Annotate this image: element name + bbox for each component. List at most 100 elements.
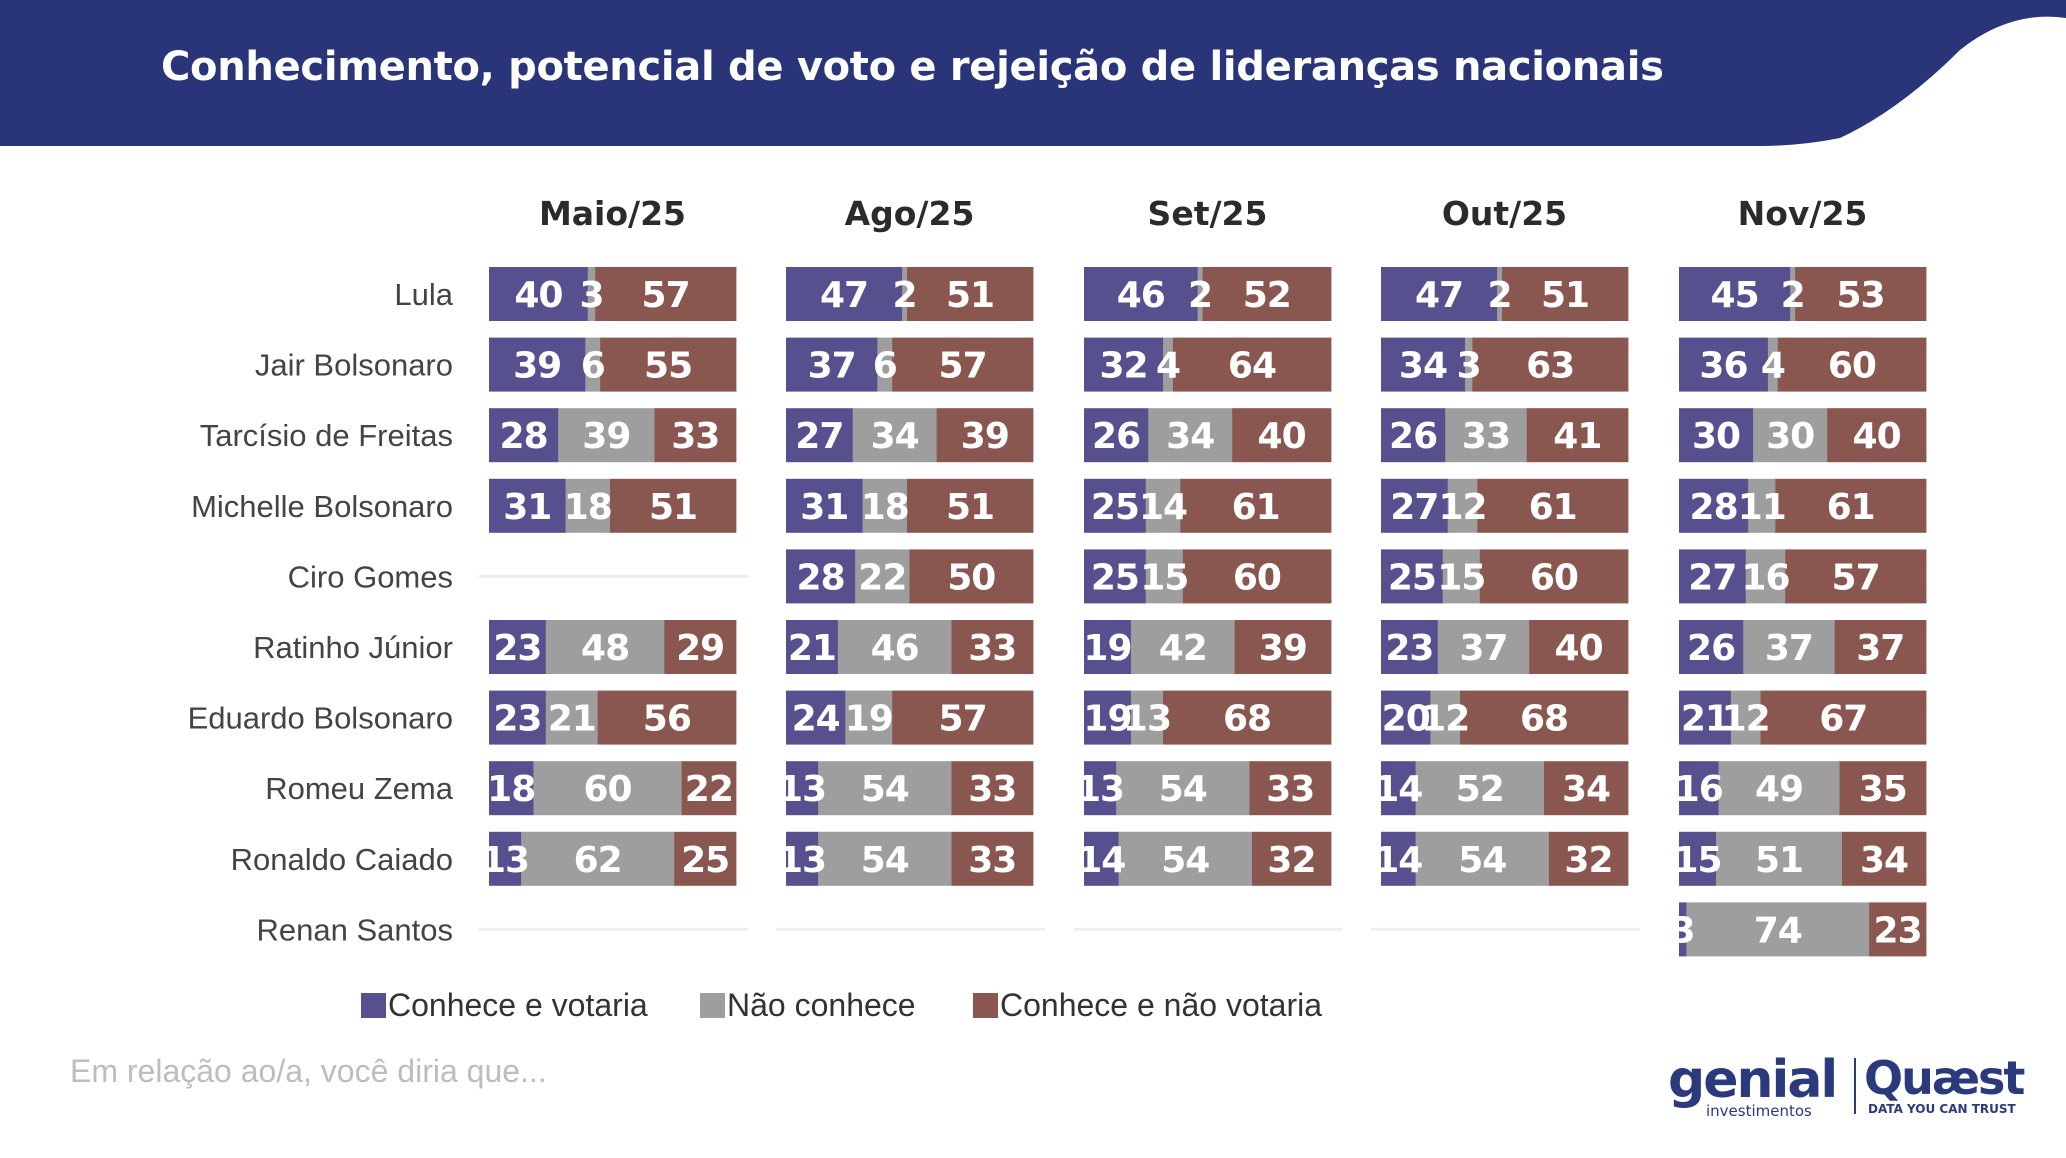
data-label-reject: 32 xyxy=(1267,840,1315,881)
legend-swatch-unknown xyxy=(700,992,725,1018)
bar-segment-vote xyxy=(1381,690,1431,745)
candidate-label: Ratinho Júnior xyxy=(253,630,453,665)
data-label-unknown: 2 xyxy=(1188,275,1212,316)
bar-segment-unknown xyxy=(902,267,908,321)
bar-segment-unknown xyxy=(837,620,952,674)
data-label-vote: 28 xyxy=(797,557,845,598)
bar-segment-unknown xyxy=(1116,761,1250,816)
candidate-label: Eduardo Bolsonaro xyxy=(188,701,453,736)
data-label-unknown: 14 xyxy=(1139,487,1187,528)
data-label-unknown: 6 xyxy=(873,346,897,387)
data-label-reject: 35 xyxy=(1859,769,1907,810)
data-label-unknown: 37 xyxy=(1765,628,1813,669)
bar-segment-reject xyxy=(1479,549,1629,604)
bar-segment-vote xyxy=(1381,620,1439,674)
bar-segment-vote xyxy=(1679,620,1744,674)
data-label-vote: 27 xyxy=(795,416,843,457)
bar-segment-vote xyxy=(1084,690,1132,745)
data-label-vote: 21 xyxy=(788,628,836,669)
data-label-reject: 39 xyxy=(961,416,1009,457)
bar-segment-vote xyxy=(489,337,586,392)
bar-segment-unknown xyxy=(1197,267,1203,321)
data-label-vote: 31 xyxy=(503,487,551,528)
data-label-unknown: 62 xyxy=(574,840,622,881)
data-label-reject: 60 xyxy=(1530,557,1578,598)
bar-segment-unknown xyxy=(585,337,601,392)
bar-segment-unknown xyxy=(855,549,910,604)
data-label-vote: 21 xyxy=(1681,699,1729,740)
bar-segment-unknown xyxy=(1790,267,1796,321)
data-label-reject: 53 xyxy=(1836,275,1884,316)
bar-segment-reject xyxy=(1544,761,1629,816)
data-label-reject: 32 xyxy=(1564,840,1612,881)
period-header: Ago/25 xyxy=(845,194,975,233)
data-label-vote: 25 xyxy=(1091,557,1139,598)
bar-segment-reject xyxy=(681,761,737,816)
bar-segment-vote xyxy=(1381,408,1446,463)
legend-item-vote: Conhece e votaria xyxy=(361,985,648,1025)
data-label-unknown: 54 xyxy=(1159,769,1207,810)
bar-segment-unknown xyxy=(1145,549,1184,604)
data-label-unknown: 4 xyxy=(1761,346,1785,387)
genial-logo-subtitle: investimentos xyxy=(1706,1102,1812,1120)
data-label-reject: 60 xyxy=(1828,346,1876,387)
bar-segment-unknown xyxy=(1442,549,1481,604)
data-label-reject: 39 xyxy=(1259,628,1307,669)
data-label-unknown: 34 xyxy=(1166,416,1214,457)
data-label-unknown: 37 xyxy=(1459,628,1507,669)
data-label-vote: 14 xyxy=(1374,769,1422,810)
data-label-vote: 31 xyxy=(800,487,848,528)
data-label-reject: 57 xyxy=(939,699,987,740)
bar-segment-vote xyxy=(489,761,534,816)
data-label-vote: 26 xyxy=(1389,416,1437,457)
data-label-vote: 13 xyxy=(778,840,826,881)
data-label-unknown: 15 xyxy=(1140,557,1188,598)
bar-segment-reject xyxy=(1180,478,1332,533)
data-label-vote: 3 xyxy=(1671,910,1695,951)
bar-segment-unknown xyxy=(818,761,952,816)
data-label-vote: 23 xyxy=(493,628,541,669)
bar-segment-reject xyxy=(907,478,1034,533)
bar-segment-vote xyxy=(786,549,856,604)
bar-segment-reject xyxy=(1529,620,1629,674)
data-label-reject: 23 xyxy=(1874,910,1922,951)
data-label-vote: 45 xyxy=(1711,275,1759,316)
bar-segment-vote xyxy=(786,690,846,745)
data-label-unknown: 60 xyxy=(584,769,632,810)
legend-swatch-reject xyxy=(973,992,998,1018)
data-label-vote: 34 xyxy=(1399,346,1447,387)
data-label-vote: 13 xyxy=(481,840,529,881)
bar-segment-unknown xyxy=(545,690,599,745)
bar-segment-vote xyxy=(1679,761,1719,816)
bar-segment-reject xyxy=(1760,690,1927,745)
bar-segment-reject xyxy=(1251,831,1332,886)
data-label-reject: 40 xyxy=(1555,628,1603,669)
data-label-reject: 51 xyxy=(946,275,994,316)
data-label-unknown: 52 xyxy=(1456,769,1504,810)
bar-segment-unknown xyxy=(1464,337,1473,392)
data-label-unknown: 51 xyxy=(1755,840,1803,881)
bar-segment-reject xyxy=(1249,761,1332,816)
data-label-vote: 27 xyxy=(1688,557,1736,598)
legend-label-vote: Conhece e votaria xyxy=(388,986,648,1023)
bar-segment-unknown xyxy=(1445,408,1528,463)
data-label-vote: 25 xyxy=(1091,487,1139,528)
data-label-unknown: 74 xyxy=(1754,910,1802,951)
data-label-unknown: 49 xyxy=(1755,769,1803,810)
data-label-unknown: 11 xyxy=(1738,487,1786,528)
bar-segment-unknown xyxy=(1145,478,1181,533)
bar-segment-unknown xyxy=(1447,478,1478,533)
genial-logo: genial xyxy=(1668,1050,1838,1110)
data-label-reject: 56 xyxy=(643,699,691,740)
legend-label-unknown: Não conhece xyxy=(727,986,916,1023)
bar-segment-reject xyxy=(597,690,737,745)
data-label-reject: 52 xyxy=(1243,275,1291,316)
period-header: Maio/25 xyxy=(539,194,686,233)
data-label-unknown: 2 xyxy=(1781,275,1805,316)
bar-segment-vote xyxy=(1084,549,1147,604)
data-label-vote: 14 xyxy=(1374,840,1422,881)
bar-segment-reject xyxy=(610,478,737,533)
data-label-unknown: 54 xyxy=(1458,840,1506,881)
data-label-vote: 14 xyxy=(1077,840,1125,881)
bar-segment-vote xyxy=(1084,620,1132,674)
